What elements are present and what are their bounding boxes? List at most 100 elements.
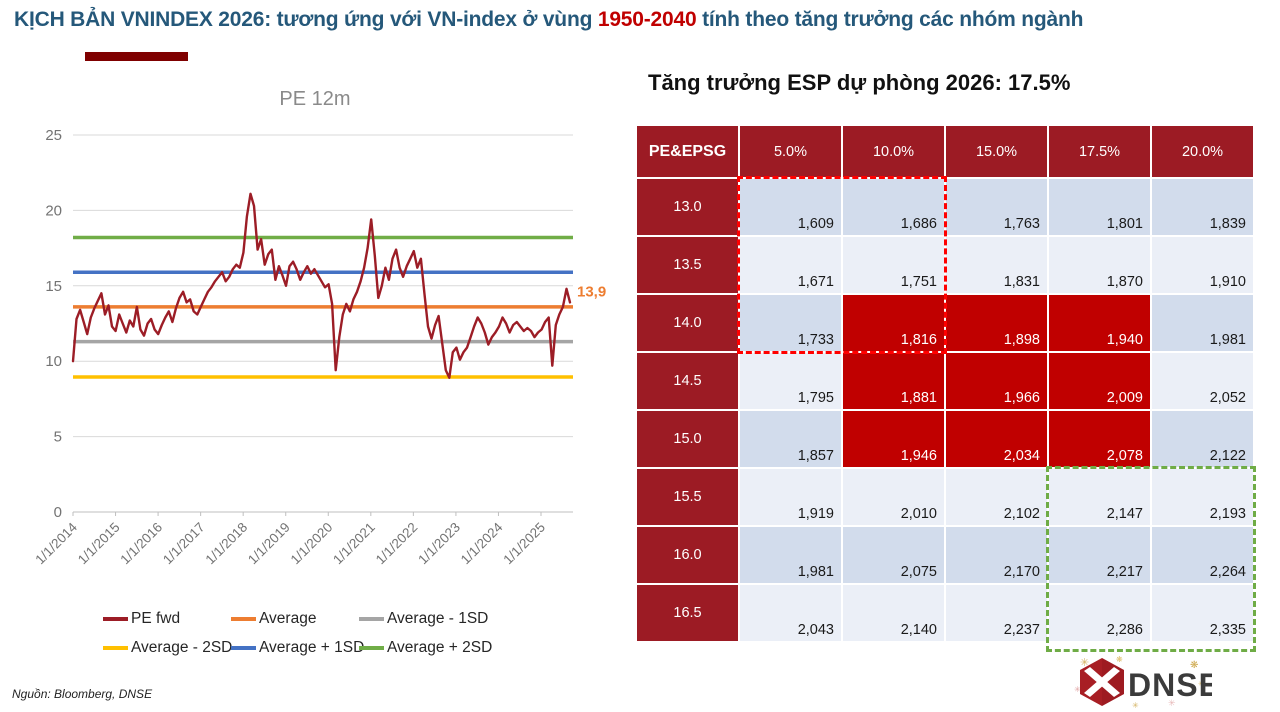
source-note: Nguồn: Bloomberg, DNSE — [12, 687, 153, 701]
page-title-part1: KỊCH BẢN VNINDEX 2026: tương ứng với VN-… — [14, 8, 598, 31]
x-axis-label: 1/1/2015 — [75, 520, 123, 568]
matrix-col-header: 20.0% — [1151, 125, 1254, 178]
matrix-cell: 1,940 — [1048, 294, 1151, 352]
x-axis-label: 1/1/2019 — [245, 520, 293, 568]
matrix-cell: 2,147 — [1048, 468, 1151, 526]
matrix-cell: 1,870 — [1048, 236, 1151, 294]
matrix-cell: 1,763 — [945, 178, 1048, 236]
scenario-matrix-wrap: PE&EPSG 5.0% 10.0% 15.0% 17.5% 20.0% 13.0 1,609… — [636, 125, 1254, 642]
matrix-cell: 2,237 — [945, 584, 1048, 642]
legend-item-pe-fwd: PE fwd — [103, 608, 231, 629]
matrix-cell: 2,078 — [1048, 410, 1151, 468]
chart-title: PE 12m — [279, 88, 351, 110]
pe-fwd-series — [71, 192, 572, 379]
matrix-cell: 2,264 — [1151, 526, 1254, 584]
legend-label: Average - 1SD — [387, 609, 489, 627]
matrix-row: 13.5 1,671 1,751 1,831 1,870 1,910 — [636, 236, 1254, 294]
svg-text:✳: ✳ — [1080, 656, 1089, 669]
matrix-col-header: 15.0% — [945, 125, 1048, 178]
x-axis-label: 1/1/2016 — [117, 520, 165, 568]
matrix-row-header: 14.5 — [636, 352, 739, 410]
matrix-cell: 1,981 — [1151, 294, 1254, 352]
matrix-cell: 2,009 — [1048, 352, 1151, 410]
chart-legend: PE fwd Average Average - 1SD Average - 2SD A… — [103, 608, 519, 658]
legend-label: Average — [259, 609, 317, 627]
legend-item-average: Average — [231, 608, 359, 629]
matrix-row-header: 15.0 — [636, 410, 739, 468]
page-title-range-highlight: 1950-2040 — [597, 8, 697, 31]
legend-item-average-1sd: Average + 1SD — [231, 637, 364, 658]
matrix-row: 15.0 1,857 1,946 2,034 2,078 2,122 — [636, 410, 1254, 468]
matrix-cell: 1,966 — [945, 352, 1048, 410]
legend-swatch — [359, 616, 384, 621]
matrix-col-header: 17.5% — [1048, 125, 1151, 178]
matrix-cell: 1,801 — [1048, 178, 1151, 236]
matrix-cell: 1,881 — [842, 352, 945, 410]
y-axis-label: 0 — [54, 504, 62, 521]
matrix-cell: 2,170 — [945, 526, 1048, 584]
svg-text:✳: ✳ — [1168, 699, 1176, 709]
matrix-row: 16.0 1,981 2,075 2,170 2,217 2,264 — [636, 526, 1254, 584]
y-axis-label: 20 — [45, 202, 62, 219]
matrix-cell: 2,140 — [842, 584, 945, 642]
x-axis-label: 1/1/2021 — [330, 520, 378, 568]
legend-item-average-2sd: Average - 2SD — [103, 637, 232, 658]
x-axis-label: 1/1/2017 — [160, 520, 208, 568]
matrix-cell: 1,857 — [739, 410, 842, 468]
legend-label: Average + 1SD — [259, 638, 365, 656]
x-axis-label: 1/1/2014 — [32, 519, 80, 567]
matrix-cell: 2,286 — [1048, 584, 1151, 642]
legend-label: PE fwd — [131, 609, 181, 627]
matrix-cell: 2,075 — [842, 526, 945, 584]
dnse-logo: ✳ ✳ ❋ ❋ ✳ ✳ ✳ DNSE — [1074, 655, 1212, 710]
matrix-cell: 1,733 — [739, 294, 842, 352]
matrix-cell: 1,609 — [739, 178, 842, 236]
matrix-cell: 1,898 — [945, 294, 1048, 352]
matrix-row: 14.0 1,733 1,816 1,898 1,940 1,981 — [636, 294, 1254, 352]
matrix-cell: 1,671 — [739, 236, 842, 294]
dnse-logo-text: DNSE — [1128, 667, 1212, 703]
legend-swatch — [103, 645, 128, 650]
matrix-cell: 1,795 — [739, 352, 842, 410]
matrix-cell: 1,839 — [1151, 178, 1254, 236]
matrix-row: 14.5 1,795 1,881 1,966 2,009 2,052 — [636, 352, 1254, 410]
pe-end-value-label: 13,9 — [577, 283, 606, 300]
legend-swatch — [231, 645, 256, 650]
y-axis-label: 15 — [45, 278, 62, 295]
matrix-cell: 1,831 — [945, 236, 1048, 294]
title-accent-bar — [85, 52, 188, 61]
matrix-cell: 2,193 — [1151, 468, 1254, 526]
matrix-cell: 2,217 — [1048, 526, 1151, 584]
y-axis-label: 25 — [45, 127, 62, 144]
x-axis-label: 1/1/2020 — [288, 520, 336, 568]
matrix-cell: 2,043 — [739, 584, 842, 642]
legend-label: Average + 2SD — [387, 638, 493, 656]
x-axis-label: 1/1/2024 — [458, 519, 506, 567]
scenario-matrix-table: PE&EPSG 5.0% 10.0% 15.0% 17.5% 20.0% 13.0 1,609… — [636, 125, 1254, 642]
x-axis-label: 1/1/2022 — [373, 520, 421, 568]
pe-chart: 05101520251/1/20141/1/20151/1/20161/1/20… — [32, 127, 606, 568]
matrix-row-header: 16.5 — [636, 584, 739, 642]
matrix-row-header: 15.5 — [636, 468, 739, 526]
matrix-cell: 2,010 — [842, 468, 945, 526]
matrix-cell: 1,816 — [842, 294, 945, 352]
matrix-cell: 1,910 — [1151, 236, 1254, 294]
x-axis-label: 1/1/2018 — [203, 520, 251, 568]
logo-sparkles: ✳ ✳ ❋ ❋ ✳ ✳ ✳ — [1074, 655, 1204, 710]
matrix-cell: 2,052 — [1151, 352, 1254, 410]
x-axis-label: 1/1/2023 — [415, 520, 463, 568]
dnse-logo-mark — [1080, 658, 1124, 706]
matrix-row-header: 14.0 — [636, 294, 739, 352]
matrix-row: 13.0 1,609 1,686 1,763 1,801 1,839 — [636, 178, 1254, 236]
matrix-row-header: 16.0 — [636, 526, 739, 584]
svg-text:❋: ❋ — [1116, 655, 1123, 664]
matrix-cell: 1,919 — [739, 468, 842, 526]
matrix-cell: 1,946 — [842, 410, 945, 468]
matrix-col-header: 5.0% — [739, 125, 842, 178]
legend-item-average-1sd: Average - 1SD — [359, 608, 519, 629]
legend-swatch — [231, 616, 256, 621]
matrix-cell: 2,122 — [1151, 410, 1254, 468]
matrix-cell: 2,335 — [1151, 584, 1254, 642]
matrix-cell: 1,686 — [842, 178, 945, 236]
